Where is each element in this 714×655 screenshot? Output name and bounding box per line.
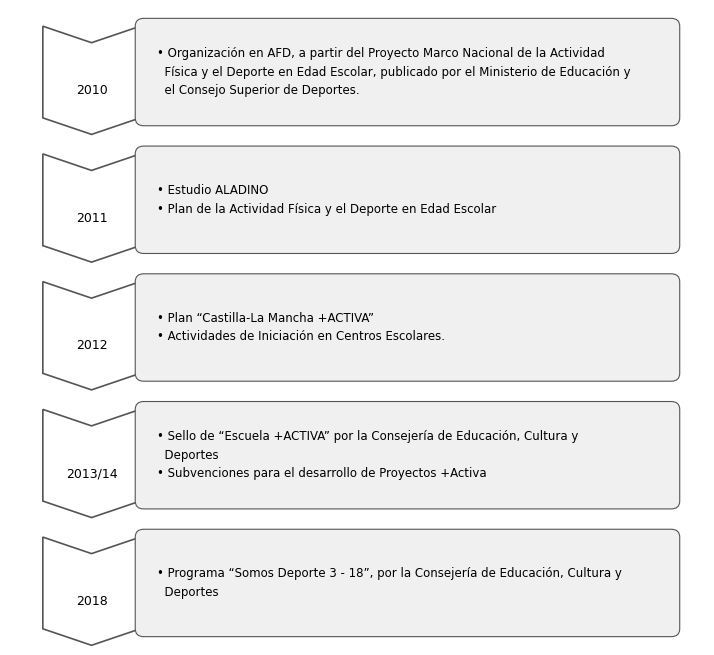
FancyBboxPatch shape [135,402,680,509]
Text: 2010: 2010 [76,84,107,97]
FancyBboxPatch shape [135,274,680,381]
FancyBboxPatch shape [135,18,680,126]
Polygon shape [43,154,140,262]
Text: • Plan “Castilla-La Mancha +ACTIVA”
• Actividades de Iniciación en Centros Escol: • Plan “Castilla-La Mancha +ACTIVA” • Ac… [156,312,445,343]
Text: • Sello de “Escuela +ACTIVA” por la Consejería de Educación, Cultura y
  Deporte: • Sello de “Escuela +ACTIVA” por la Cons… [156,430,578,480]
Text: 2011: 2011 [76,212,107,225]
Polygon shape [43,282,140,390]
Text: 2018: 2018 [76,595,107,608]
Text: 2013/14: 2013/14 [66,467,117,480]
FancyBboxPatch shape [135,146,680,253]
Polygon shape [43,537,140,645]
Text: • Organización en AFD, a partir del Proyecto Marco Nacional de la Actividad
  Fí: • Organización en AFD, a partir del Proy… [156,47,630,97]
Text: 2012: 2012 [76,339,107,352]
Text: • Estudio ALADINO
• Plan de la Actividad Física y el Deporte en Edad Escolar: • Estudio ALADINO • Plan de la Actividad… [156,184,496,215]
Polygon shape [43,26,140,134]
FancyBboxPatch shape [135,529,680,637]
Polygon shape [43,409,140,517]
Text: • Programa “Somos Deporte 3 - 18”, por la Consejería de Educación, Cultura y
  D: • Programa “Somos Deporte 3 - 18”, por l… [156,567,621,599]
